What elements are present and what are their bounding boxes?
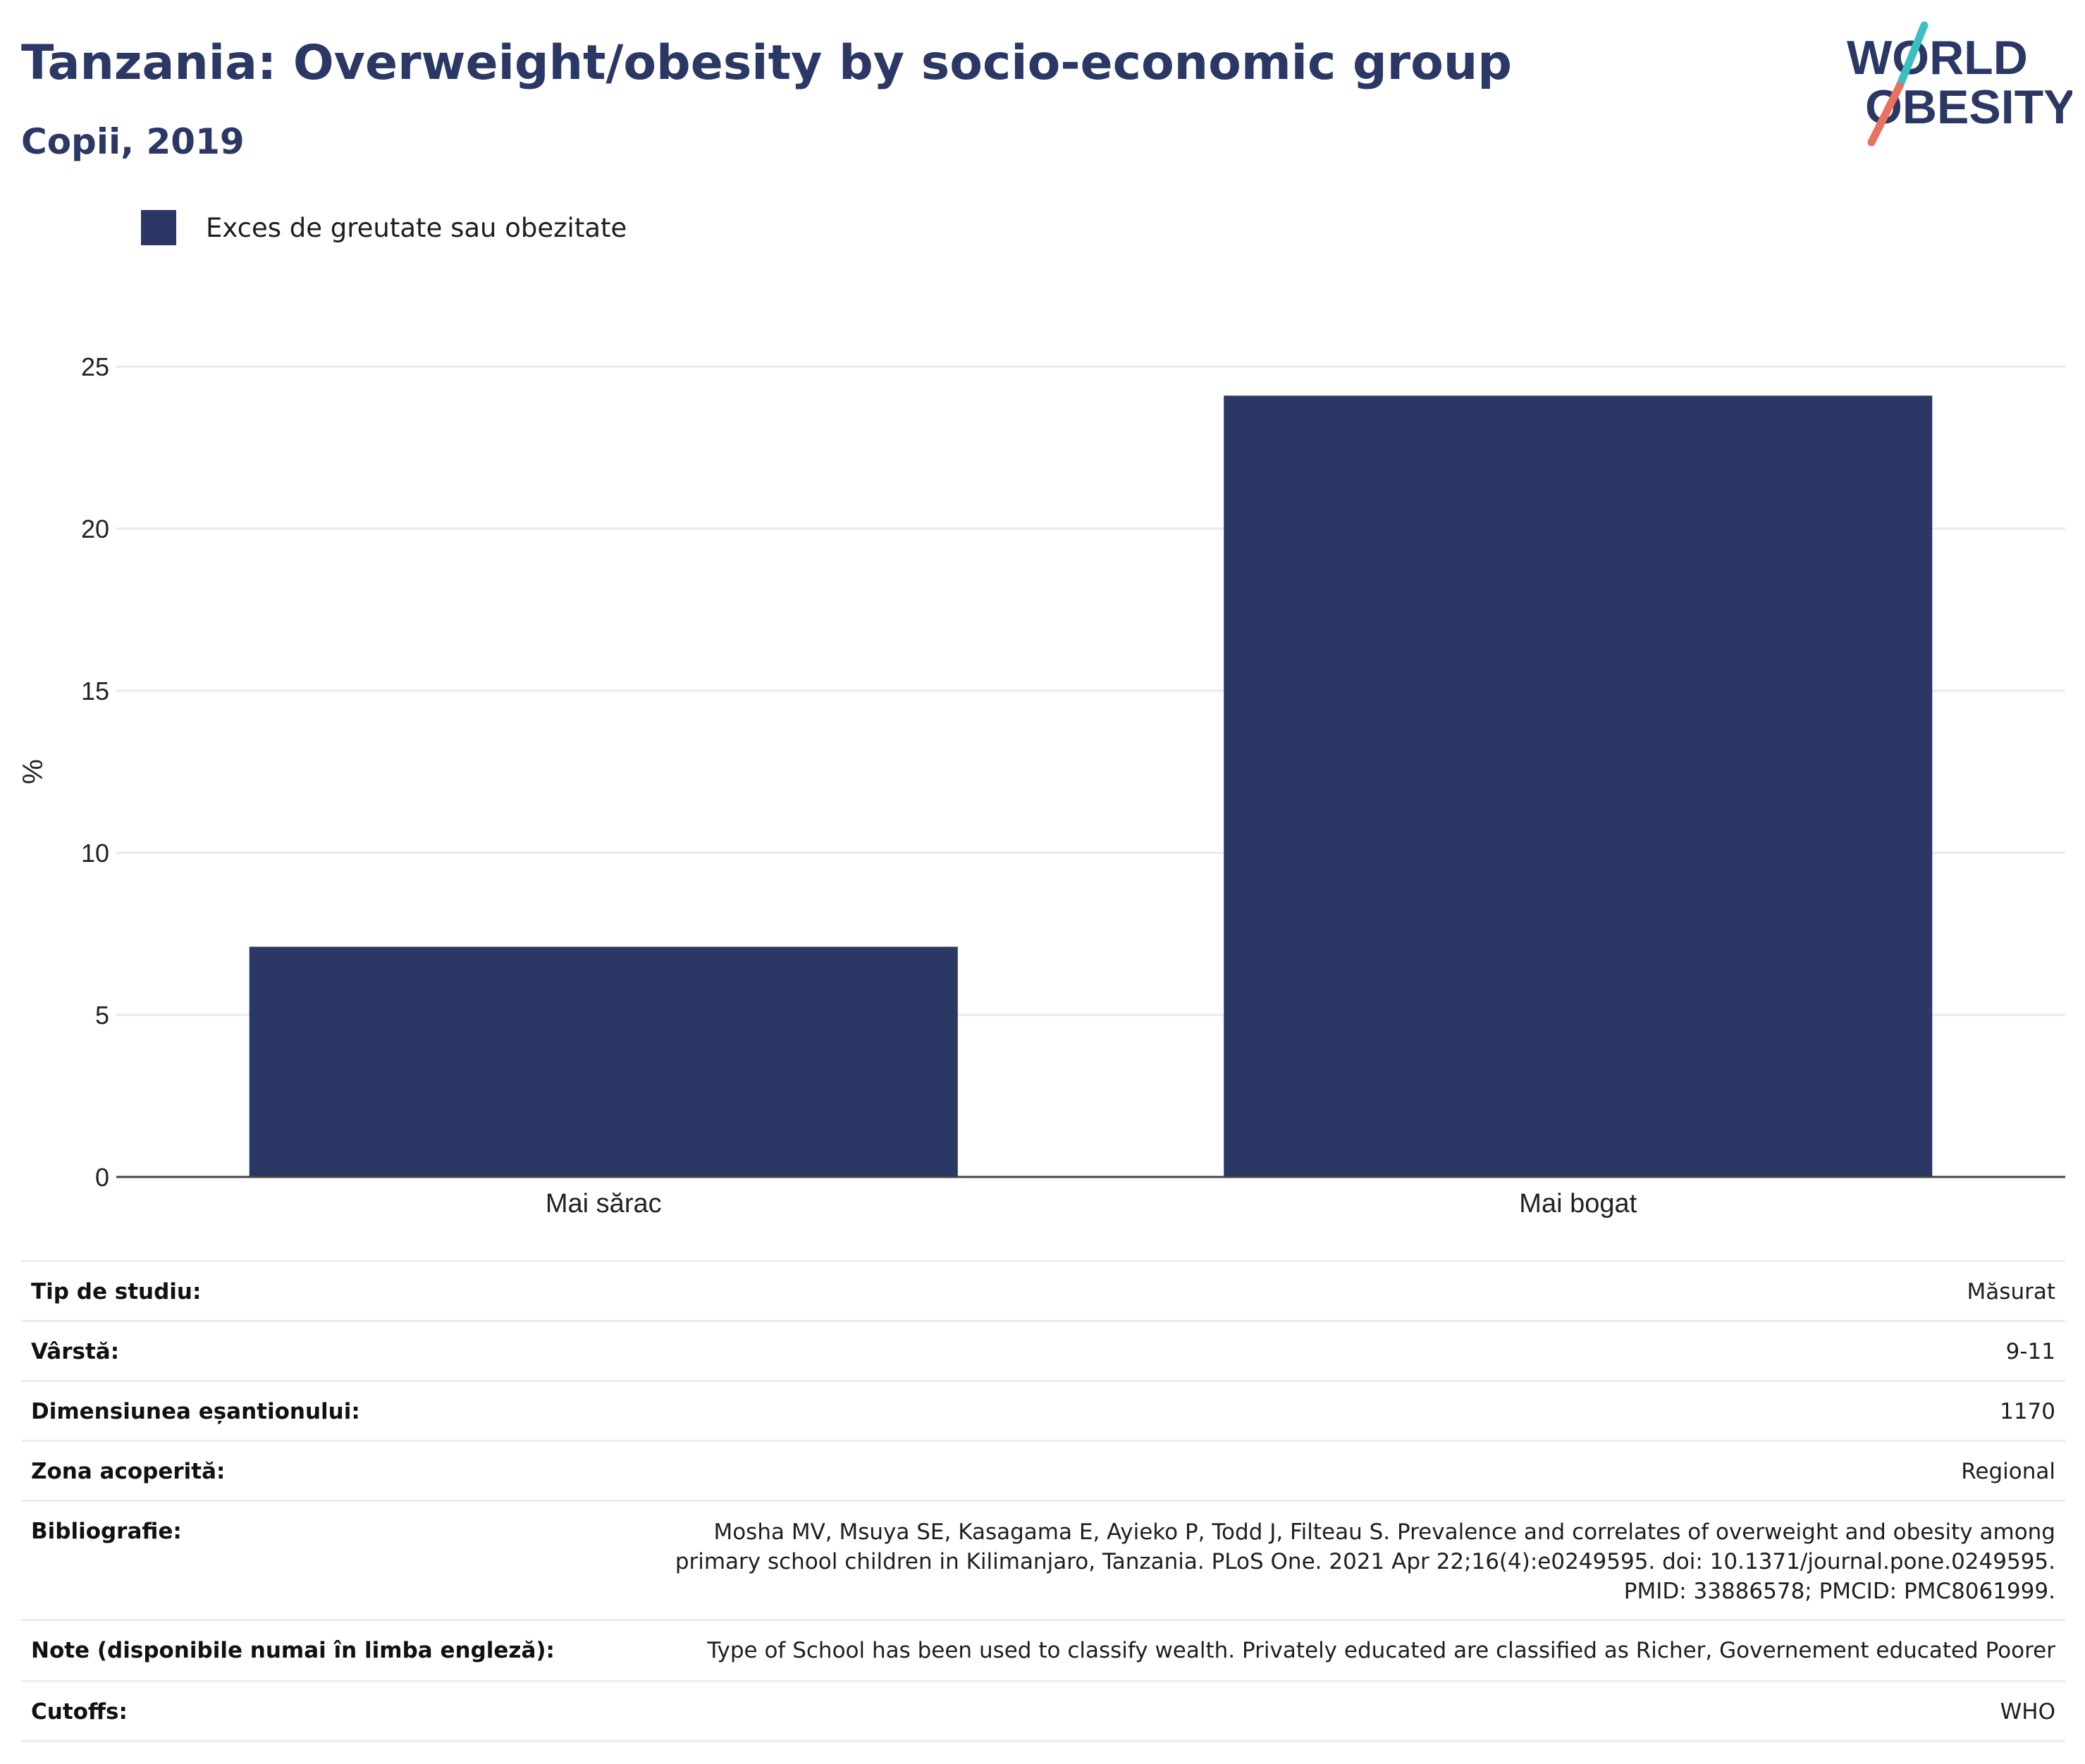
study-info-table: Tip de studiu: Măsurat Vârstă: 9-11 Dime…: [21, 1260, 2065, 1742]
y-axis-title: %: [18, 759, 49, 784]
chart-title: Tanzania: Overweight/obesity by socio-ec…: [21, 35, 1512, 91]
info-row-sample-size: Dimensiunea eșantionului: 1170: [21, 1380, 2065, 1440]
info-label: Tip de studiu:: [31, 1279, 202, 1305]
y-tick-label: 5: [95, 1001, 109, 1030]
info-value: Type of School has been used to classify…: [707, 1638, 2055, 1663]
info-value: 9-11: [2005, 1339, 2055, 1364]
info-value: Măsurat: [1967, 1279, 2055, 1305]
legend-label: Exces de greutate sau obezitate: [206, 212, 627, 243]
info-row-bibliography: Bibliografie: Mosha MV, Msuya SE, Kasaga…: [21, 1500, 2065, 1619]
bar: [1224, 395, 1933, 1177]
y-tick-label: 15: [81, 677, 109, 705]
legend-swatch: [141, 210, 176, 245]
info-label: Dimensiunea eșantionului:: [31, 1399, 360, 1424]
x-tick-label: Mai bogat: [1519, 1189, 1637, 1219]
info-row-area-covered: Zona acoperită: Regional: [21, 1440, 2065, 1500]
chart-subtitle: Copii, 2019: [21, 121, 245, 162]
info-label: Note (disponibile numai în limba engleză…: [31, 1638, 555, 1663]
info-row-study-type: Tip de studiu: Măsurat: [21, 1260, 2065, 1320]
info-row-age: Vârstă: 9-11: [21, 1320, 2065, 1380]
info-label: Vârstă:: [31, 1339, 120, 1364]
y-tick-label: 0: [95, 1163, 109, 1192]
y-tick-label: 20: [81, 514, 109, 543]
bar-chart: 0 5 10 15 20 25% Mai sărac Mai bogat: [18, 352, 2065, 1219]
logo-slash-top: [1895, 21, 1929, 90]
x-tick-label: Mai sărac: [546, 1189, 662, 1219]
logo-text-world: WORLD: [1847, 31, 2028, 85]
logo-slash-bottom: [1867, 82, 1904, 147]
info-row-notes: Note (disponibile numai în limba engleză…: [21, 1619, 2065, 1680]
y-tick-label: 25: [81, 352, 109, 381]
info-label: Zona acoperită:: [31, 1459, 226, 1484]
legend[interactable]: Exces de greutate sau obezitate: [141, 210, 627, 245]
info-label: Cutoffs:: [31, 1699, 128, 1725]
info-row-cutoffs: Cutoffs: WHO: [21, 1680, 2065, 1742]
world-obesity-logo: WORLD OBESITY: [1847, 21, 2072, 147]
info-value: 1170: [2000, 1399, 2055, 1424]
info-label: Bibliografie:: [31, 1519, 182, 1544]
y-tick-label: 10: [81, 839, 109, 868]
info-value: Mosha MV, Msuya SE, Kasagama E, Ayieko P…: [675, 1519, 2055, 1604]
info-value: WHO: [2000, 1699, 2055, 1725]
info-value: Regional: [1961, 1459, 2055, 1484]
bar: [249, 946, 958, 1177]
